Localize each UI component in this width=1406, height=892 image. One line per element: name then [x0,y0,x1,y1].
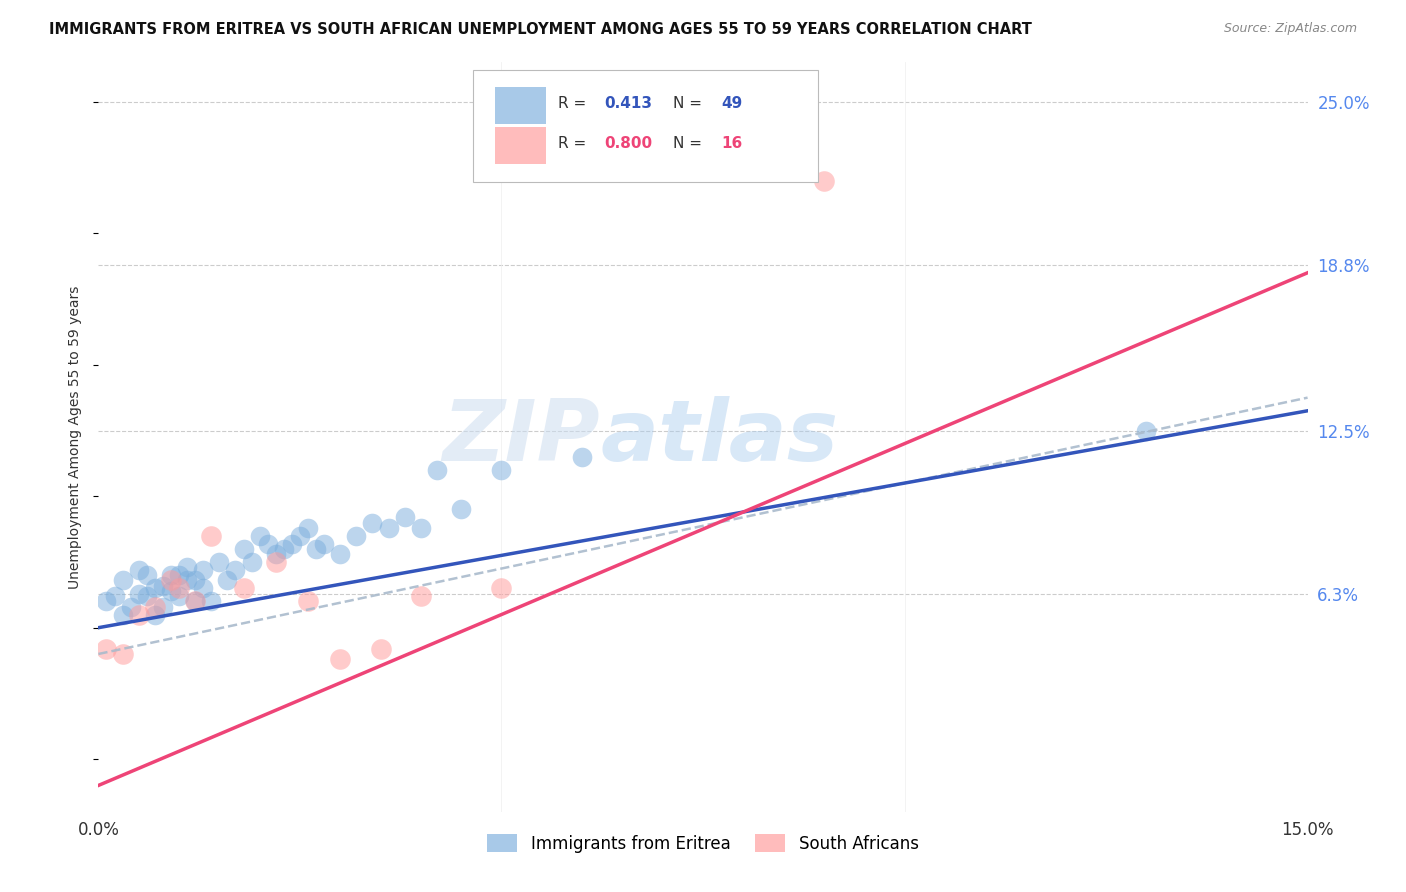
Point [184,594,207,608]
Point [297,521,319,535]
Point [377,521,399,535]
Point [103,589,125,603]
Text: 16: 16 [721,136,742,151]
Text: N =: N = [672,136,702,151]
Text: 0.800: 0.800 [603,136,652,151]
Point [176,574,198,588]
Point [314,536,336,550]
Point [143,607,166,622]
Point [111,574,134,588]
Point [394,510,416,524]
Point [249,529,271,543]
FancyBboxPatch shape [474,70,818,182]
Point [184,594,207,608]
Point [426,463,449,477]
Point [256,536,278,550]
Point [167,581,190,595]
Point [344,529,367,543]
Text: 49: 49 [721,96,742,112]
Point [128,607,150,622]
FancyBboxPatch shape [495,87,546,124]
Legend: Immigrants from Eritrea, South Africans: Immigrants from Eritrea, South Africans [481,828,925,860]
Text: IMMIGRANTS FROM ERITREA VS SOUTH AFRICAN UNEMPLOYMENT AMONG AGES 55 TO 59 YEARS : IMMIGRANTS FROM ERITREA VS SOUTH AFRICAN… [49,22,1032,37]
Point [281,536,304,550]
Point [143,581,166,595]
Point [143,599,166,614]
Point [288,529,311,543]
Point [152,599,174,614]
Point [491,463,513,477]
Text: Source: ZipAtlas.com: Source: ZipAtlas.com [1223,22,1357,36]
Point [409,589,432,603]
Point [232,541,254,556]
Point [571,450,593,464]
Point [193,581,215,595]
Point [232,581,254,595]
Point [361,516,384,530]
Point [128,563,150,577]
Point [176,560,198,574]
Point [184,574,207,588]
Point [409,521,432,535]
Point [96,641,118,656]
Text: 0.413: 0.413 [603,96,652,112]
Point [264,547,287,561]
Point [264,555,287,569]
Point [273,541,295,556]
Point [208,555,231,569]
Point [160,568,183,582]
Point [217,574,239,588]
Point [96,594,118,608]
Point [491,581,513,595]
Point [167,589,190,603]
Point [1135,424,1157,438]
Point [370,641,392,656]
Text: ZIP: ZIP [443,395,600,479]
Point [152,579,174,593]
Point [111,607,134,622]
Text: R =: R = [558,96,586,112]
Point [329,652,352,666]
Point [240,555,263,569]
Point [200,594,222,608]
Point [111,647,134,661]
Point [813,174,835,188]
Point [450,502,472,516]
Point [120,599,142,614]
Point [329,547,352,561]
FancyBboxPatch shape [495,127,546,163]
Point [200,529,222,543]
Point [224,563,246,577]
Point [135,589,157,603]
Text: R =: R = [558,136,586,151]
Point [135,568,157,582]
Point [128,586,150,600]
Point [297,594,319,608]
Point [305,541,328,556]
Text: N =: N = [672,96,702,112]
Point [167,568,190,582]
Text: atlas: atlas [600,395,838,479]
Point [160,583,183,598]
Point [193,563,215,577]
Point [160,574,183,588]
Y-axis label: Unemployment Among Ages 55 to 59 years: Unemployment Among Ages 55 to 59 years [69,285,83,589]
